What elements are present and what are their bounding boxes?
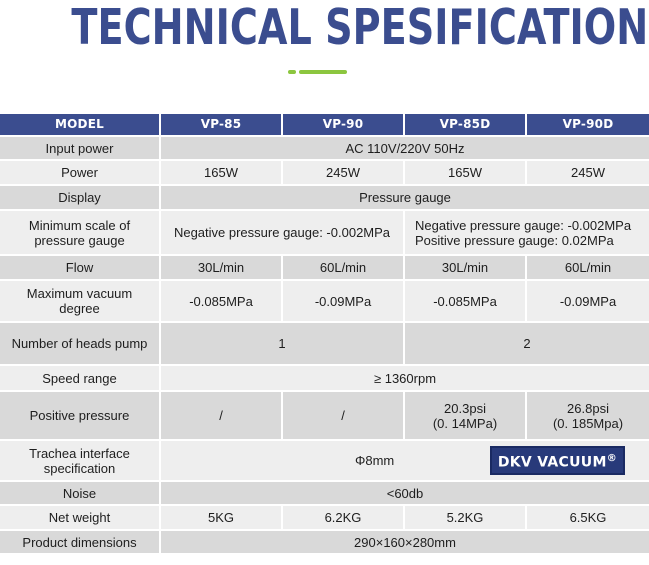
value-dimensions: 290×160×280mm xyxy=(161,531,649,555)
row-dimensions: Product dimensions 290×160×280mm xyxy=(0,531,649,555)
value-vacuum-vp90: -0.09MPa xyxy=(283,281,405,323)
value-vacuum-vp85: -0.085MPa xyxy=(161,281,283,323)
value-positive-vp85d-mpa: (0. 14MPa) xyxy=(432,415,498,431)
value-min-scale-dual: Negative pressure gauge: -0.002MPa Posit… xyxy=(405,211,649,256)
accent-dot xyxy=(288,70,296,74)
value-vacuum-vp85d: -0.085MPa xyxy=(405,281,527,323)
header-vp90: VP-90 xyxy=(283,114,405,137)
logo-text: DKV VACUUM xyxy=(497,454,607,471)
row-input-power: Input power AC 110V/220V 50Hz xyxy=(0,137,649,161)
value-vacuum-vp90d: -0.09MPa xyxy=(527,281,649,323)
value-heads-dual: 2 xyxy=(405,323,649,366)
label-positive-pressure: Positive pressure xyxy=(0,392,161,441)
row-trachea: Trachea interface specification Φ8mm DKV… xyxy=(0,441,649,482)
row-min-scale: Minimum scale of pressure gauge Negative… xyxy=(0,211,649,256)
value-power-vp90d: 245W xyxy=(527,161,649,186)
value-trachea-cell: Φ8mm DKV VACUUM® xyxy=(161,441,649,482)
value-positive-vp85: / xyxy=(161,392,283,441)
value-input-power: AC 110V/220V 50Hz xyxy=(161,137,649,161)
row-display: Display Pressure gauge xyxy=(0,186,649,211)
value-weight-vp90: 6.2KG xyxy=(283,506,405,531)
value-positive-vp90d-psi: 26.8psi xyxy=(567,400,609,416)
value-positive-vp85d-psi: 20.3psi xyxy=(444,400,486,416)
value-flow-vp85: 30L/min xyxy=(161,256,283,281)
value-trachea: Φ8mm xyxy=(354,453,395,468)
row-net-weight: Net weight 5KG 6.2KG 5.2KG 6.5KG xyxy=(0,506,649,531)
registered-mark: ® xyxy=(606,452,618,464)
value-weight-vp85: 5KG xyxy=(161,506,283,531)
label-net-weight: Net weight xyxy=(0,506,161,531)
row-noise: Noise <60db xyxy=(0,482,649,506)
value-positive-vp90d-mpa: (0. 185Mpa) xyxy=(552,415,624,431)
value-positive-vp85d: 20.3psi (0. 14MPa) xyxy=(405,392,527,441)
row-max-vacuum: Maximum vacuum degree -0.085MPa -0.09MPa… xyxy=(0,281,649,323)
row-speed: Speed range ≥ 1360rpm xyxy=(0,366,649,392)
dkv-logo: DKV VACUUM® xyxy=(489,445,626,476)
value-weight-vp90d: 6.5KG xyxy=(527,506,649,531)
value-positive-vp90d: 26.8psi (0. 185Mpa) xyxy=(527,392,649,441)
value-power-vp90: 245W xyxy=(283,161,405,186)
row-power: Power 165W 245W 165W 245W xyxy=(0,161,649,186)
accent-bar xyxy=(299,70,347,74)
value-weight-vp85d: 5.2KG xyxy=(405,506,527,531)
row-positive-pressure: Positive pressure / / 20.3psi (0. 14MPa)… xyxy=(0,392,649,441)
label-flow: Flow xyxy=(0,256,161,281)
value-positive-vp90: / xyxy=(283,392,405,441)
value-min-scale-positive: Positive pressure gauge: 0.02MPa xyxy=(415,232,614,248)
label-min-scale: Minimum scale of pressure gauge xyxy=(0,211,161,256)
value-heads-single: 1 xyxy=(161,323,405,366)
page-title: TECHNICAL SPESIFICATION xyxy=(71,0,649,56)
label-display: Display xyxy=(0,186,161,211)
value-noise: <60db xyxy=(161,482,649,506)
label-dimensions: Product dimensions xyxy=(0,531,161,555)
row-flow: Flow 30L/min 60L/min 30L/min 60L/min xyxy=(0,256,649,281)
label-power: Power xyxy=(0,161,161,186)
header-vp85d: VP-85D xyxy=(405,114,527,137)
value-flow-vp85d: 30L/min xyxy=(405,256,527,281)
row-heads: Number of heads pump 1 2 xyxy=(0,323,649,366)
value-display: Pressure gauge xyxy=(161,186,649,211)
spec-table: MODEL VP-85 VP-90 VP-85D VP-90D Input po… xyxy=(0,114,649,555)
label-input-power: Input power xyxy=(0,137,161,161)
value-flow-vp90: 60L/min xyxy=(283,256,405,281)
value-min-scale-single: Negative pressure gauge: -0.002MPa xyxy=(161,211,405,256)
header-model: MODEL xyxy=(0,114,161,137)
header-vp90d: VP-90D xyxy=(527,114,649,137)
label-heads: Number of heads pump xyxy=(0,323,161,366)
label-noise: Noise xyxy=(0,482,161,506)
value-power-vp85: 165W xyxy=(161,161,283,186)
value-power-vp85d: 165W xyxy=(405,161,527,186)
value-speed: ≥ 1360rpm xyxy=(161,366,649,392)
header-row: MODEL VP-85 VP-90 VP-85D VP-90D xyxy=(0,114,649,137)
label-trachea: Trachea interface specification xyxy=(0,441,161,482)
label-speed: Speed range xyxy=(0,366,161,392)
value-flow-vp90d: 60L/min xyxy=(527,256,649,281)
value-min-scale-negative: Negative pressure gauge: -0.002MPa xyxy=(415,217,632,233)
header-vp85: VP-85 xyxy=(161,114,283,137)
label-max-vacuum: Maximum vacuum degree xyxy=(0,281,161,323)
